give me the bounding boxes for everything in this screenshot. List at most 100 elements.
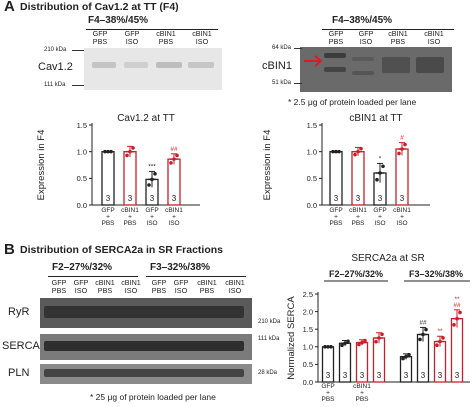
blot-serca xyxy=(40,334,252,360)
data-point xyxy=(378,171,382,175)
protein-label-cbin1: cBIN1 xyxy=(262,60,292,72)
chart-title: Cav1.2 at TT xyxy=(117,113,175,124)
data-point xyxy=(172,157,176,161)
data-point xyxy=(357,342,361,347)
lane-label: GFP PBS xyxy=(92,29,108,46)
panel-a-title: Distribution of Cav1.2 at TT (F4) xyxy=(20,1,179,13)
n-label: 3 xyxy=(455,371,460,380)
data-point xyxy=(360,340,364,345)
y-tick-label: 1.0 xyxy=(77,147,87,156)
n-label: 3 xyxy=(378,194,383,203)
n-label: 3 xyxy=(438,371,443,380)
x-tick-label: GFP xyxy=(329,207,342,214)
marker-210: 210 kDa xyxy=(44,47,67,53)
y-tick-label: 1.5 xyxy=(307,121,317,130)
data-point xyxy=(106,149,110,154)
data-point xyxy=(331,149,335,154)
data-point xyxy=(153,172,157,176)
x-tick-label: + xyxy=(172,214,176,221)
fraction-line xyxy=(86,29,218,30)
x-tick-label: cBIN1 xyxy=(165,207,183,214)
blot-cav12 xyxy=(84,48,222,90)
n-label: 3 xyxy=(326,371,331,380)
data-point xyxy=(375,177,379,182)
significance-label: ** xyxy=(437,328,443,335)
data-point xyxy=(125,153,129,158)
n-label: 3 xyxy=(334,194,339,203)
data-point xyxy=(346,339,350,344)
x-tick-label: cBIN1 xyxy=(121,207,139,214)
x-tick-label: PBS xyxy=(321,396,335,403)
data-point xyxy=(343,341,347,346)
blot-cbin1 xyxy=(300,47,452,92)
data-point xyxy=(147,183,151,187)
y-tick-label: 0.5 xyxy=(303,360,313,369)
fraction-label-f2: F2–27%/32% xyxy=(52,262,113,273)
n-label: 3 xyxy=(150,194,155,203)
x-tick-label: + xyxy=(150,214,154,221)
n-label: 3 xyxy=(400,194,405,203)
chart-title: cBIN1 at TT xyxy=(349,113,402,124)
marker-51: 51 kDa xyxy=(272,80,292,86)
protein-label-pln: PLN xyxy=(8,367,30,379)
data-point xyxy=(458,310,462,315)
marker-b-28: 28 kDa xyxy=(258,370,278,376)
data-point xyxy=(131,146,135,150)
y-tick-label: 0.0 xyxy=(307,201,317,210)
data-point xyxy=(326,345,330,349)
chart-title: SERCA2a at SR xyxy=(351,254,424,264)
y-tick-label: 1.0 xyxy=(307,147,317,156)
significance-label: ## xyxy=(419,319,427,326)
x-tick-label: + xyxy=(356,214,360,221)
lane-labels-b: GFP PBS GFP ISO cBIN1 PBS cBIN1 ISO GFP PBS G… xyxy=(51,278,245,295)
x-tick-label: cBIN1 xyxy=(353,383,371,390)
lane-labels-a-right: GFP PBS GFP ISO cBIN1 PBS cBIN1 ISO xyxy=(328,29,444,46)
y-tick-label: 1.5 xyxy=(77,121,87,130)
y-tick-label: 0.0 xyxy=(77,201,87,210)
lane-label: GFP ISO xyxy=(124,29,140,46)
data-point xyxy=(377,336,381,340)
y-tick-label: 1.0 xyxy=(303,343,313,352)
data-point xyxy=(455,316,459,321)
x-tick-label: cBIN1 xyxy=(349,207,367,214)
footnote-b: * 25 μg of protein loaded per lane xyxy=(90,392,216,402)
group-label: F3–32%/38% xyxy=(409,269,463,279)
panel-b-title: Distribution of SERCA2a in SR Fractions xyxy=(20,244,224,256)
significance-label: # xyxy=(400,135,404,142)
x-tick-label: cBIN1 xyxy=(393,207,411,214)
n-label: 3 xyxy=(404,371,409,380)
x-tick-label: PBS xyxy=(329,220,343,227)
y-tick-label: 0.0 xyxy=(303,378,313,387)
fraction-label-a-right: F4–38%/45% xyxy=(332,15,393,26)
data-point xyxy=(403,142,407,147)
data-point xyxy=(359,146,363,151)
y-tick-label: 0.5 xyxy=(77,174,87,183)
x-tick-label: + xyxy=(400,214,404,221)
fraction-line xyxy=(322,29,454,30)
data-point xyxy=(435,343,439,348)
x-tick-label: + xyxy=(360,390,364,397)
y-tick-label: 1.5 xyxy=(303,325,313,334)
data-point xyxy=(109,149,113,154)
n-label: 3 xyxy=(128,194,133,203)
x-tick-label: PBS xyxy=(351,220,365,227)
chart-cav12: Cav1.2 at TT Expression in F4 0.0 0.5 1.0 1.5… xyxy=(36,113,200,227)
data-point xyxy=(356,149,360,154)
marker-b-210: 210 kDa xyxy=(258,319,281,325)
significance-label: ** xyxy=(454,296,460,303)
data-point xyxy=(380,332,384,337)
x-tick-label: PBS xyxy=(101,220,115,227)
chart-serca: SERCA2a at SR Normalized SERCA 0.0 0.5 1.0 1.… xyxy=(286,254,470,403)
y-axis-label: Normalized SERCA xyxy=(286,296,297,380)
lane-label: cBIN1 PBS xyxy=(156,29,176,46)
x-tick-label: PBS xyxy=(355,396,369,403)
data-point xyxy=(340,343,344,348)
data-point xyxy=(175,153,179,158)
x-tick-label: + xyxy=(128,214,132,221)
data-point xyxy=(363,338,367,343)
data-point xyxy=(400,147,404,151)
x-tick-label: + xyxy=(378,214,382,221)
n-label: 3 xyxy=(106,194,111,203)
group-label: F2–27%/32% xyxy=(329,269,383,279)
data-point xyxy=(374,339,378,344)
